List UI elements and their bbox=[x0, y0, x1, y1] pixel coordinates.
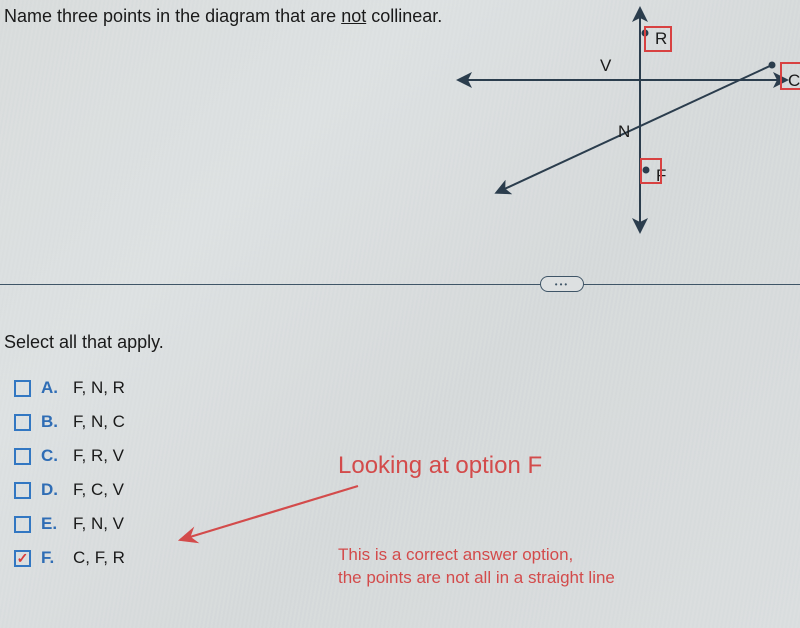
question-text: Name three points in the diagram that ar… bbox=[4, 6, 442, 27]
select-all-prompt: Select all that apply. bbox=[4, 332, 164, 353]
option-text: F, R, V bbox=[73, 446, 124, 466]
option-checkbox-a[interactable] bbox=[14, 380, 31, 397]
annotation-title: Looking at option F bbox=[338, 452, 542, 480]
point-label-v: V bbox=[600, 56, 611, 76]
question-underlined: not bbox=[341, 6, 366, 26]
option-checkbox-d[interactable] bbox=[14, 482, 31, 499]
option-row-e[interactable]: E. F, N, V bbox=[14, 514, 125, 534]
option-checkbox-b[interactable] bbox=[14, 414, 31, 431]
options-list: A. F, N, R B. F, N, C C. F, R, V D. F, C, V E. F,… bbox=[14, 378, 125, 568]
point-label-n: N bbox=[618, 122, 630, 142]
option-letter: F. bbox=[41, 548, 63, 568]
question-prefix: Name three points in the diagram that ar… bbox=[4, 6, 341, 26]
section-divider bbox=[0, 284, 800, 285]
option-row-a[interactable]: A. F, N, R bbox=[14, 378, 125, 398]
option-text: C, F, R bbox=[73, 548, 125, 568]
divider-ellipsis-pill[interactable]: ••• bbox=[540, 276, 584, 292]
option-checkbox-e[interactable] bbox=[14, 516, 31, 533]
option-letter: B. bbox=[41, 412, 63, 432]
option-row-c[interactable]: C. F, R, V bbox=[14, 446, 125, 466]
option-row-d[interactable]: D. F, C, V bbox=[14, 480, 125, 500]
option-letter: A. bbox=[41, 378, 63, 398]
option-text: F, N, R bbox=[73, 378, 125, 398]
option-text: F, N, C bbox=[73, 412, 125, 432]
highlight-box-c bbox=[780, 62, 800, 90]
question-suffix: collinear. bbox=[366, 6, 442, 26]
option-letter: E. bbox=[41, 514, 63, 534]
option-row-f[interactable]: ✓ F. C, F, R bbox=[14, 548, 125, 568]
geometry-diagram: RVNCF bbox=[440, 0, 800, 260]
option-row-b[interactable]: B. F, N, C bbox=[14, 412, 125, 432]
highlight-box-r bbox=[644, 26, 672, 52]
option-checkbox-c[interactable] bbox=[14, 448, 31, 465]
option-checkbox-f[interactable]: ✓ bbox=[14, 550, 31, 567]
option-text: F, N, V bbox=[73, 514, 124, 534]
option-letter: C. bbox=[41, 446, 63, 466]
annotation-body: This is a correct answer option, the poi… bbox=[338, 544, 615, 590]
option-letter: D. bbox=[41, 480, 63, 500]
highlight-box-f bbox=[640, 158, 662, 184]
option-text: F, C, V bbox=[73, 480, 124, 500]
